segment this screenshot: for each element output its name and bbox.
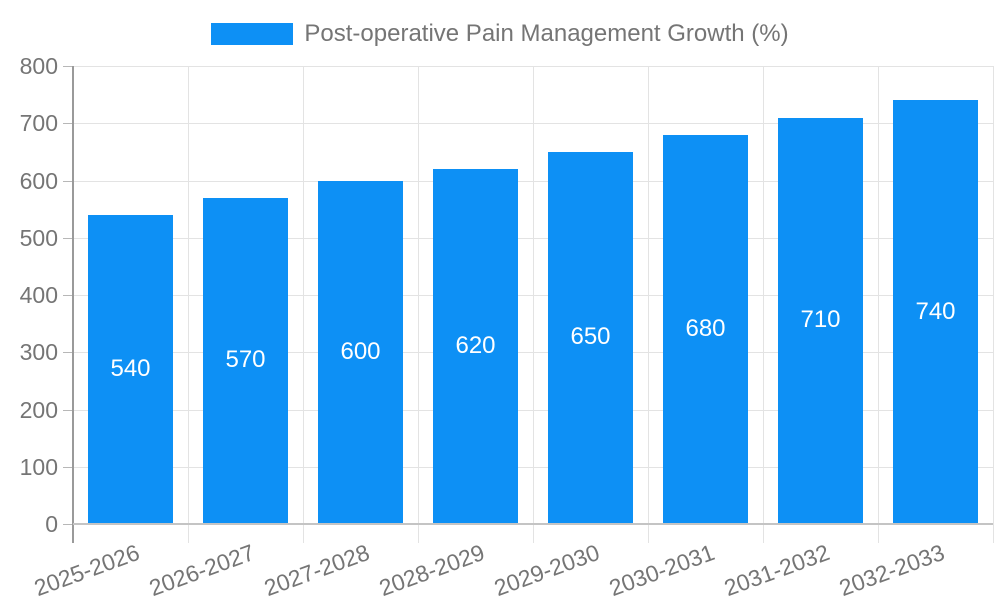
- x-axis-label: 2027-2028: [260, 539, 373, 600]
- legend-series-label: Post-operative Pain Management Growth (%…: [304, 20, 789, 47]
- y-axis-label: 600: [19, 167, 58, 194]
- y-axis-label: 0: [45, 511, 58, 537]
- x-gridline: [993, 66, 994, 543]
- x-gridline: [188, 66, 189, 543]
- bar-value-label: 710: [800, 306, 841, 334]
- x-axis-label: 2025-2026: [30, 539, 143, 600]
- bar[interactable]: 740: [893, 100, 978, 523]
- x-gridline: [648, 66, 649, 543]
- bar-value-label: 650: [570, 323, 611, 351]
- y-axis-label: 700: [19, 110, 58, 137]
- bar-value-label: 540: [110, 354, 151, 382]
- y-tick-mark: [63, 180, 73, 182]
- y-axis-label: 400: [19, 282, 58, 308]
- y-tick-mark: [63, 409, 73, 411]
- bar[interactable]: 650: [548, 151, 633, 523]
- bar[interactable]: 600: [318, 180, 403, 523]
- bar-value-label: 570: [225, 346, 266, 374]
- x-axis-label: 2028-2029: [375, 539, 488, 600]
- bar[interactable]: 540: [88, 214, 173, 523]
- y-tick-mark: [63, 466, 73, 468]
- chart-legend: Post-operative Pain Management Growth (%…: [0, 20, 1000, 48]
- bar-value-label: 740: [915, 297, 956, 325]
- x-axis-label: 2032-2033: [835, 539, 948, 600]
- bar[interactable]: 710: [778, 117, 863, 523]
- x-gridline: [878, 66, 879, 543]
- x-gridline: [533, 66, 534, 543]
- bar-value-label: 680: [685, 314, 726, 342]
- legend-swatch-icon: [211, 23, 294, 45]
- y-axis-label: 300: [19, 339, 58, 366]
- x-axis-label: 2026-2027: [145, 539, 258, 600]
- y-axis-label: 500: [19, 224, 58, 251]
- y-tick-mark: [63, 524, 73, 525]
- y-axis-label: 800: [19, 53, 58, 79]
- y-axis-label: 200: [19, 396, 58, 423]
- x-axis-label: 2031-2032: [720, 539, 833, 600]
- y-tick-mark: [63, 66, 73, 67]
- y-axis-line: [72, 66, 74, 543]
- bar[interactable]: 570: [203, 197, 288, 523]
- x-axis-line: [73, 523, 993, 525]
- bar[interactable]: 680: [663, 134, 748, 523]
- y-axis-label: 100: [19, 453, 58, 480]
- x-gridline: [763, 66, 764, 543]
- x-axis-label: 2029-2030: [490, 539, 603, 600]
- y-tick-mark: [63, 352, 73, 354]
- y-tick-mark: [63, 295, 73, 296]
- y-tick-mark: [63, 237, 73, 239]
- x-gridline: [303, 66, 304, 543]
- bar-value-label: 620: [455, 332, 496, 360]
- bar[interactable]: 620: [433, 169, 518, 523]
- x-axis-label: 2030-2031: [605, 539, 718, 600]
- y-tick-mark: [63, 123, 73, 125]
- x-gridline: [418, 66, 419, 543]
- bar-value-label: 600: [340, 337, 381, 365]
